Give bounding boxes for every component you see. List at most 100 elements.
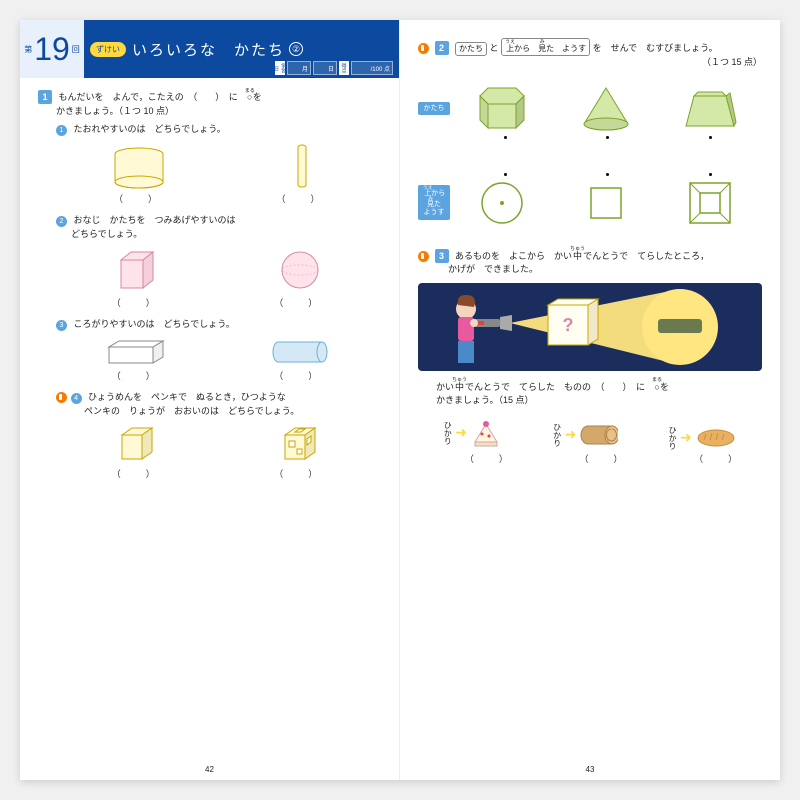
q1-sub3: 3 ころがりやすいのは どちらでしょう。 （ ） （ ） bbox=[38, 317, 381, 382]
q3-text2: かい中ちゅうでんとうで てらした ものの （ ） に ○まるを かきましょう。（… bbox=[436, 377, 762, 408]
cone-green bbox=[578, 84, 634, 134]
sphere-pink: （ ） bbox=[274, 246, 325, 309]
q1-sub2: 2 おなじ かたちを つみあげやすいのは どちらでしょう。 （ ） （ ） bbox=[38, 213, 381, 309]
cylinder-thin: （ ） bbox=[276, 142, 327, 205]
challenge-icon bbox=[56, 392, 67, 403]
q3-number: 3 bbox=[435, 249, 449, 263]
answer-blank[interactable]: （ ） bbox=[268, 369, 332, 382]
q1-sub1: 1 たおれやすいのは どちらでしょう。 （ ） （ ） bbox=[38, 122, 381, 205]
lesson-part: ② bbox=[289, 42, 303, 56]
q1-sub2-text-b: どちらでしょう。 bbox=[71, 229, 142, 239]
q1-sub2-shapes: （ ） （ ） bbox=[56, 246, 381, 309]
meta-box: 学習日 月 日 得点 /100 点 bbox=[275, 61, 393, 75]
topview-square bbox=[581, 178, 631, 228]
lesson-number-box: 第 19 回 bbox=[20, 20, 84, 78]
answer-blank[interactable]: （ ） bbox=[112, 296, 163, 309]
lesson-title: いろいろな かたち bbox=[132, 39, 285, 60]
answer-blank[interactable]: （ ） bbox=[276, 192, 327, 205]
q1-sub4-shapes: （ ） （ ） bbox=[56, 423, 381, 480]
topview-circle bbox=[477, 178, 527, 228]
cube-pink: （ ） bbox=[112, 246, 163, 309]
arrow-icon: ➜ bbox=[455, 424, 467, 441]
q1-sub2-text: おなじ かたちを つみあげやすいのは bbox=[74, 215, 236, 225]
q1-sub4: 4 ひょうめんを ペンキで ぬるとき，ひつような ペンキの りょうが おおいのは… bbox=[38, 390, 381, 480]
page-number-left: 42 bbox=[205, 765, 214, 774]
q3-answer-blanks: （ ） （ ） （ ） bbox=[418, 452, 762, 465]
lesson-suffix: 回 bbox=[72, 44, 80, 55]
topview-nested-square bbox=[685, 178, 735, 228]
q1-sub4-num: 4 bbox=[71, 393, 82, 404]
q2-points: （１つ 15 点） bbox=[702, 56, 762, 70]
q3-options: ひかり ➜ ひかり ➜ ひかり ➜ bbox=[418, 416, 762, 450]
bread-icon bbox=[694, 426, 738, 450]
cube-complex: （ ） bbox=[274, 423, 325, 480]
question-1: 1 もんだいを よんで，こたえの （ ） に ○まるを かきましょう。（１つ 1… bbox=[38, 88, 381, 480]
q3-opt2: ひかり ➜ bbox=[552, 420, 619, 450]
date-label: 学習日 bbox=[275, 61, 285, 75]
challenge-icon bbox=[418, 251, 429, 262]
page-number-right: 43 bbox=[586, 765, 595, 774]
arrow-icon: ➜ bbox=[565, 426, 577, 443]
question-3: 3 あるものを よこから かい中ちゅうでんとうで てらしたところ， かげが でき… bbox=[418, 246, 762, 465]
question-2: 2 かたち と 上うえから 見みた ようす を せんで むすびましょう。 （１つ… bbox=[418, 38, 762, 228]
page-right: 2 かたち と 上うえから 見みた ようす を せんで むすびましょう。 （１つ… bbox=[400, 20, 780, 780]
frustum-green bbox=[682, 84, 738, 134]
lesson-number: 19 bbox=[34, 31, 70, 68]
q1-sub2-num: 2 bbox=[56, 216, 67, 227]
q2-tag2: 上うえから 見みた ようす bbox=[501, 38, 590, 56]
answer-blank[interactable]: （ ） bbox=[579, 452, 630, 465]
q2-side-tag1: かたち bbox=[418, 102, 450, 116]
box-white: （ ） bbox=[105, 337, 169, 382]
q1-sub1-shapes: （ ） （ ） bbox=[56, 142, 381, 205]
lesson-prefix: 第 bbox=[24, 44, 32, 55]
q1-sub1-num: 1 bbox=[56, 125, 67, 136]
q1-number: 1 bbox=[38, 90, 52, 104]
hikari-label: ひかり bbox=[552, 423, 563, 447]
lesson-header: 第 19 回 ずけい いろいろな かたち ② 学習日 月 日 得点 /100 点 bbox=[20, 20, 399, 78]
flashlight-scene: ? bbox=[418, 283, 762, 371]
answer-blank[interactable]: （ ） bbox=[109, 192, 169, 205]
q1-sub1-text: たおれやすいのは どちらでしょう。 bbox=[74, 124, 226, 134]
q2-dots-top bbox=[418, 136, 762, 139]
rollcake-icon bbox=[578, 420, 618, 450]
hikari-label: ひかり bbox=[442, 421, 453, 445]
q1-sub3-text: ころがりやすいのは どちらでしょう。 bbox=[74, 319, 235, 329]
page-left: 第 19 回 ずけい いろいろな かたち ② 学習日 月 日 得点 /100 点… bbox=[20, 20, 400, 780]
score-label: 得点 bbox=[339, 61, 349, 75]
answer-blank[interactable]: （ ） bbox=[465, 452, 516, 465]
hikari-label: ひかり bbox=[667, 426, 678, 450]
q1-sub4-text-b: ペンキの りょうが おおいのは どちらでしょう。 bbox=[84, 406, 299, 416]
date-day[interactable]: 日 bbox=[313, 61, 337, 75]
date-month[interactable]: 月 bbox=[287, 61, 311, 75]
challenge-icon bbox=[418, 43, 429, 54]
q1-text: 1 もんだいを よんで，こたえの （ ） に ○まるを かきましょう。（１つ 1… bbox=[38, 88, 381, 118]
cylinder-lying: （ ） bbox=[268, 337, 332, 382]
answer-blank[interactable]: （ ） bbox=[274, 296, 325, 309]
svg-text:?: ? bbox=[563, 315, 574, 335]
title-area: ずけい いろいろな かたち ② 学習日 月 日 得点 /100 点 bbox=[84, 20, 399, 78]
cake-icon bbox=[469, 416, 503, 450]
q2-side-tag2: 上うえ上からから 見みた ようす bbox=[418, 185, 450, 219]
q2-bottom-row: 上うえ上からから 見みた ようす bbox=[418, 178, 762, 228]
q3-opt3: ひかり ➜ bbox=[667, 426, 738, 450]
answer-blank[interactable]: （ ） bbox=[112, 467, 163, 480]
cube-simple: （ ） bbox=[112, 423, 163, 480]
q2-tag1: かたち bbox=[455, 42, 487, 56]
answer-blank[interactable]: （ ） bbox=[694, 452, 745, 465]
q2-dots-bottom bbox=[418, 173, 762, 176]
q2-number: 2 bbox=[435, 41, 449, 55]
q3-text: 3 あるものを よこから かい中ちゅうでんとうで てらしたところ， かげが でき… bbox=[418, 246, 762, 277]
score-box[interactable]: /100 点 bbox=[351, 61, 393, 75]
cylinder-wide: （ ） bbox=[109, 146, 169, 205]
prism-hex bbox=[474, 84, 530, 134]
q1-sub3-shapes: （ ） （ ） bbox=[56, 337, 381, 382]
q1-sub4-text-a: ひょうめんを ペンキで ぬるとき，ひつような bbox=[88, 392, 286, 402]
answer-blank[interactable]: （ ） bbox=[274, 467, 325, 480]
arrow-icon: ➜ bbox=[680, 429, 692, 446]
q2-top-row: かたち bbox=[418, 84, 762, 134]
category-tag: ずけい bbox=[90, 42, 126, 57]
q2-text: 2 かたち と 上うえから 見みた ようす を せんで むすびましょう。 （１つ… bbox=[418, 38, 762, 56]
q1-sub3-num: 3 bbox=[56, 320, 67, 331]
q3-opt1: ひかり ➜ bbox=[442, 416, 503, 450]
answer-blank[interactable]: （ ） bbox=[105, 369, 169, 382]
